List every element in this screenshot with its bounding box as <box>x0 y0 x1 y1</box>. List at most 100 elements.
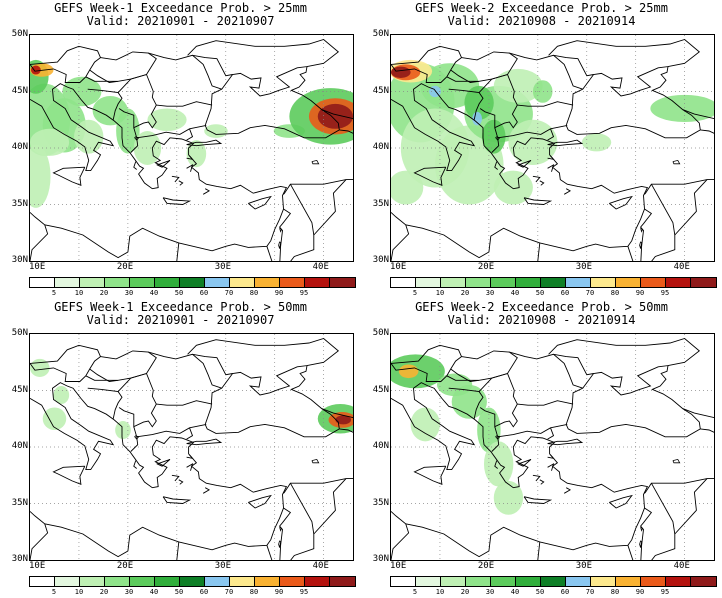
probability-region <box>391 66 411 78</box>
lon-label: 40E <box>673 262 690 272</box>
lon-label: 30E <box>214 262 232 272</box>
country-border <box>30 224 49 261</box>
lat-label: 45N <box>11 384 28 395</box>
lat-label: 50N <box>372 328 389 338</box>
colorbar-swatch <box>230 577 255 586</box>
colorbar-swatch <box>105 577 130 586</box>
country-border <box>30 344 102 382</box>
coastline <box>547 155 555 160</box>
lake-outline <box>672 458 681 464</box>
country-border <box>283 478 353 494</box>
coastline <box>204 66 340 139</box>
country-border <box>497 423 568 438</box>
coastline <box>133 161 137 170</box>
country-border <box>148 52 222 90</box>
probability-region <box>410 407 440 442</box>
colorbar-swatch <box>516 278 541 287</box>
probability-region <box>581 133 612 152</box>
colorbar-swatch <box>105 278 130 287</box>
colorbar-level-label: 40 <box>149 289 159 297</box>
valid-period: Valid: 20210901 - 20210907 <box>86 14 275 28</box>
colorbar-swatch <box>641 278 666 287</box>
coastline <box>52 166 86 186</box>
colorbar-swatch <box>130 577 155 586</box>
coastline <box>547 139 584 147</box>
map-plot <box>390 34 715 262</box>
coastline <box>494 460 498 469</box>
lake-outline <box>640 227 643 233</box>
colorbar-swatch <box>80 278 105 287</box>
country-border <box>446 76 480 82</box>
lake-outline <box>495 136 501 141</box>
country-border <box>448 88 484 120</box>
colorbar-swatch <box>30 577 55 586</box>
map-plot <box>29 333 354 561</box>
colorbar-level-label: 5 <box>412 289 418 297</box>
lake-outline <box>134 435 140 440</box>
probability-region <box>147 108 187 132</box>
probability-region <box>204 124 228 138</box>
country-border <box>644 179 714 195</box>
coastline <box>547 438 584 446</box>
colorbar-swatch <box>155 278 180 287</box>
coastline <box>565 365 701 438</box>
coastline <box>186 454 194 459</box>
country-border <box>117 73 157 129</box>
coastline <box>156 159 171 168</box>
colorbar-swatch <box>180 577 205 586</box>
country-border <box>186 427 194 440</box>
probability-region <box>74 119 104 154</box>
colorbar-level-label: 90 <box>274 588 284 596</box>
colorbar-swatch <box>516 577 541 586</box>
coastline <box>52 465 86 485</box>
lat-label: 30N <box>372 255 389 265</box>
coastline <box>202 487 211 494</box>
lat-label: 40N <box>372 142 389 152</box>
country-border <box>30 45 102 83</box>
lat-label: 35N <box>11 198 28 209</box>
coastline <box>186 139 223 147</box>
probability-region <box>493 68 543 103</box>
lake-outline <box>311 458 320 464</box>
country-border <box>651 183 676 236</box>
probability-region <box>30 65 41 75</box>
colorbar-swatch <box>330 577 355 586</box>
lon-label: 40E <box>312 262 329 272</box>
lat-label: 50N <box>372 29 389 39</box>
colorbar-swatch <box>330 278 355 287</box>
lake-outline <box>640 526 643 532</box>
lon-label: 10E <box>29 561 46 571</box>
coastline <box>204 365 340 438</box>
lat-label: 35N <box>372 198 389 209</box>
coastline <box>532 175 541 183</box>
coastline <box>413 166 447 186</box>
lat-label: 40N <box>11 441 28 451</box>
country-border <box>627 179 708 261</box>
colorbar-swatch <box>255 278 280 287</box>
colorbar-swatch <box>666 278 691 287</box>
country-border <box>130 426 139 452</box>
country-border <box>117 372 157 428</box>
colorbar-level-label: 40 <box>510 289 520 297</box>
colorbar-level-label: 95 <box>660 289 670 297</box>
map-canvas <box>30 35 353 261</box>
colorbar-level-label: 50 <box>174 289 184 297</box>
colorbar-level-label: 5 <box>51 588 57 596</box>
country-border <box>478 73 518 129</box>
lon-label: 40E <box>673 561 690 571</box>
lake-outline <box>495 435 501 440</box>
coastline <box>248 195 272 210</box>
colorbar <box>29 277 356 288</box>
lat-label: 45N <box>372 384 389 395</box>
coastline <box>202 188 211 195</box>
coastline <box>156 458 171 467</box>
colorbar-level-label: 10 <box>435 588 445 596</box>
colorbar-level-label: 10 <box>74 289 84 297</box>
colorbar <box>29 576 356 587</box>
coastline <box>523 496 553 504</box>
colorbar-level-label: 80 <box>249 289 259 297</box>
lake-outline <box>639 540 643 548</box>
lat-label: 30N <box>372 554 389 564</box>
map-canvas <box>391 334 714 560</box>
country-border <box>478 372 518 428</box>
